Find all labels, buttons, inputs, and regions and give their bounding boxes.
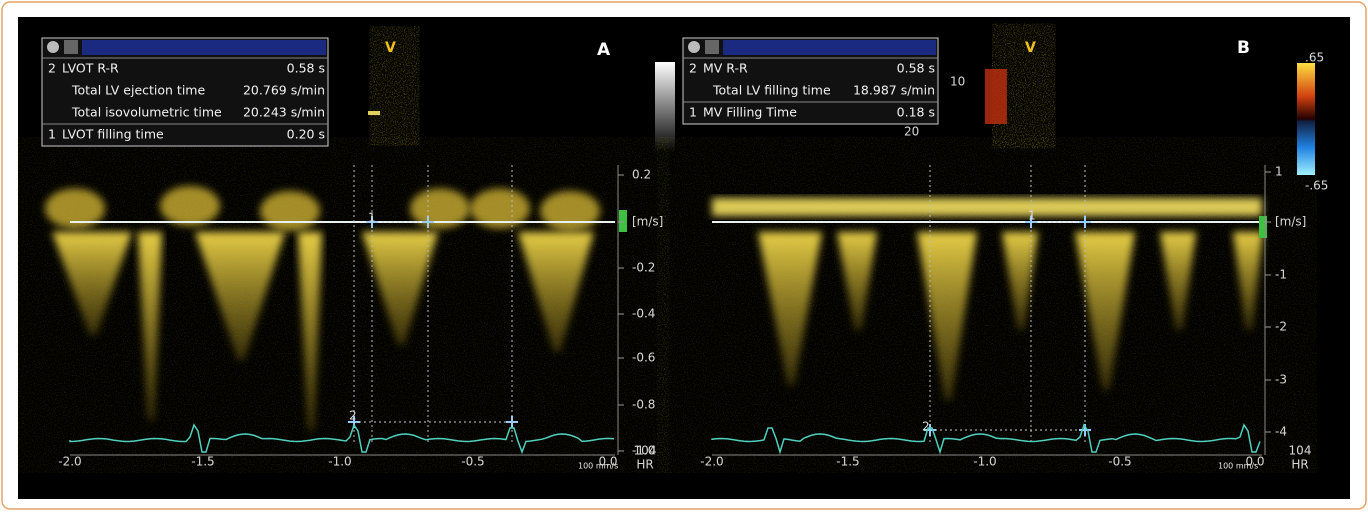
forward-flow [260,191,320,231]
caliper-label: 1 [368,211,376,225]
box-icon [705,40,719,54]
sweep-speed: 100 mm/s [578,462,618,471]
heart-rate: 104 [634,444,657,458]
color-scale-label: -.65 [1305,179,1328,193]
time-tick-label: -1.0 [328,455,351,469]
box-title-bar [723,40,936,55]
velocity-tick-label: -0.8 [632,398,655,412]
time-tick-label: -0.5 [1108,455,1131,469]
color-scale-label: .65 [1305,51,1324,65]
velocity-tick-label: -4 [1275,425,1287,439]
velocity-tick-label: -0.2 [632,261,655,275]
velocity-tick-label: -0.6 [632,351,655,365]
measurement-value: 18.987 s/min [853,83,935,98]
caliper-label: 2 [922,420,930,434]
baseline-handle [1259,216,1267,238]
sample-gate [368,111,380,115]
color-scale [1297,63,1315,175]
time-tick-label: -1.0 [973,455,996,469]
measurement-name: MV R-R [703,61,748,76]
measurement-value: 0.20 s [287,127,325,142]
color-roi [985,69,1007,124]
forward-flow [540,191,600,231]
velocity-tick-label: 0.2 [632,168,651,182]
caliper-label: 1 [1028,209,1036,223]
measurement-name: LVOT filling time [62,127,164,142]
baseline-handle [619,210,627,232]
depth-mark: 20 [904,125,919,139]
time-tick-label: -2.0 [58,455,81,469]
depth-mark: 10 [950,75,965,89]
view-marker: V [385,40,396,56]
velocity-tick-label: [m/s] [1275,215,1306,229]
caliper-label: 2 [349,409,357,423]
heart-rate-unit: HR [636,458,653,472]
time-tick-label: -1.5 [836,455,859,469]
time-tick-label: -1.5 [191,455,214,469]
measurement-index: 1 [48,127,56,142]
measurement-value: 20.243 s/min [243,105,325,120]
panel-label: A [597,40,611,60]
sweep-speed: 100 mm/s [1218,462,1258,471]
heart-rate-unit: HR [1291,458,1308,472]
measurement-value: 0.18 s [897,105,935,120]
box-icon [64,40,78,54]
measurement-value: 0.58 s [287,61,325,76]
velocity-tick-label: -2 [1275,320,1287,334]
box-icon [688,41,700,53]
velocity-tick-label: -3 [1275,373,1287,387]
gray-scale [655,62,675,152]
screenshot: 1 2 0.2 [m/s] -0.2 -0.4 -0.6 -0.8 -1.0 -2.0 -1.5 -1… [0,0,1368,511]
velocity-tick-label: [m/s] [632,215,663,229]
velocity-tick-label: -0.4 [632,307,655,321]
measurement-name: LVOT R-R [62,61,119,76]
view-marker: V [1025,40,1036,56]
time-tick-label: -0.5 [461,455,484,469]
measurement-value: 20.769 s/min [243,83,325,98]
measurement-index: 2 [689,61,697,76]
measurement-name: MV Filling Time [703,105,797,120]
forward-band [712,198,1262,216]
time-tick-label: -2.0 [700,455,723,469]
box-title-bar [82,40,326,55]
velocity-tick-label: 1 [1275,165,1283,179]
forward-flow [160,186,220,226]
measurement-value: 0.58 s [897,61,935,76]
panel-label: B [1237,38,1250,58]
measurement-name: Total LV filling time [712,83,831,98]
measurement-index: 2 [48,61,56,76]
measurement-name: Total isovolumetric time [71,105,222,120]
measurement-index: 1 [689,105,697,120]
box-icon [47,41,59,53]
velocity-tick-label: -1 [1275,268,1287,282]
heart-rate: 104 [1289,444,1312,458]
measurement-name: Total LV ejection time [71,83,205,98]
